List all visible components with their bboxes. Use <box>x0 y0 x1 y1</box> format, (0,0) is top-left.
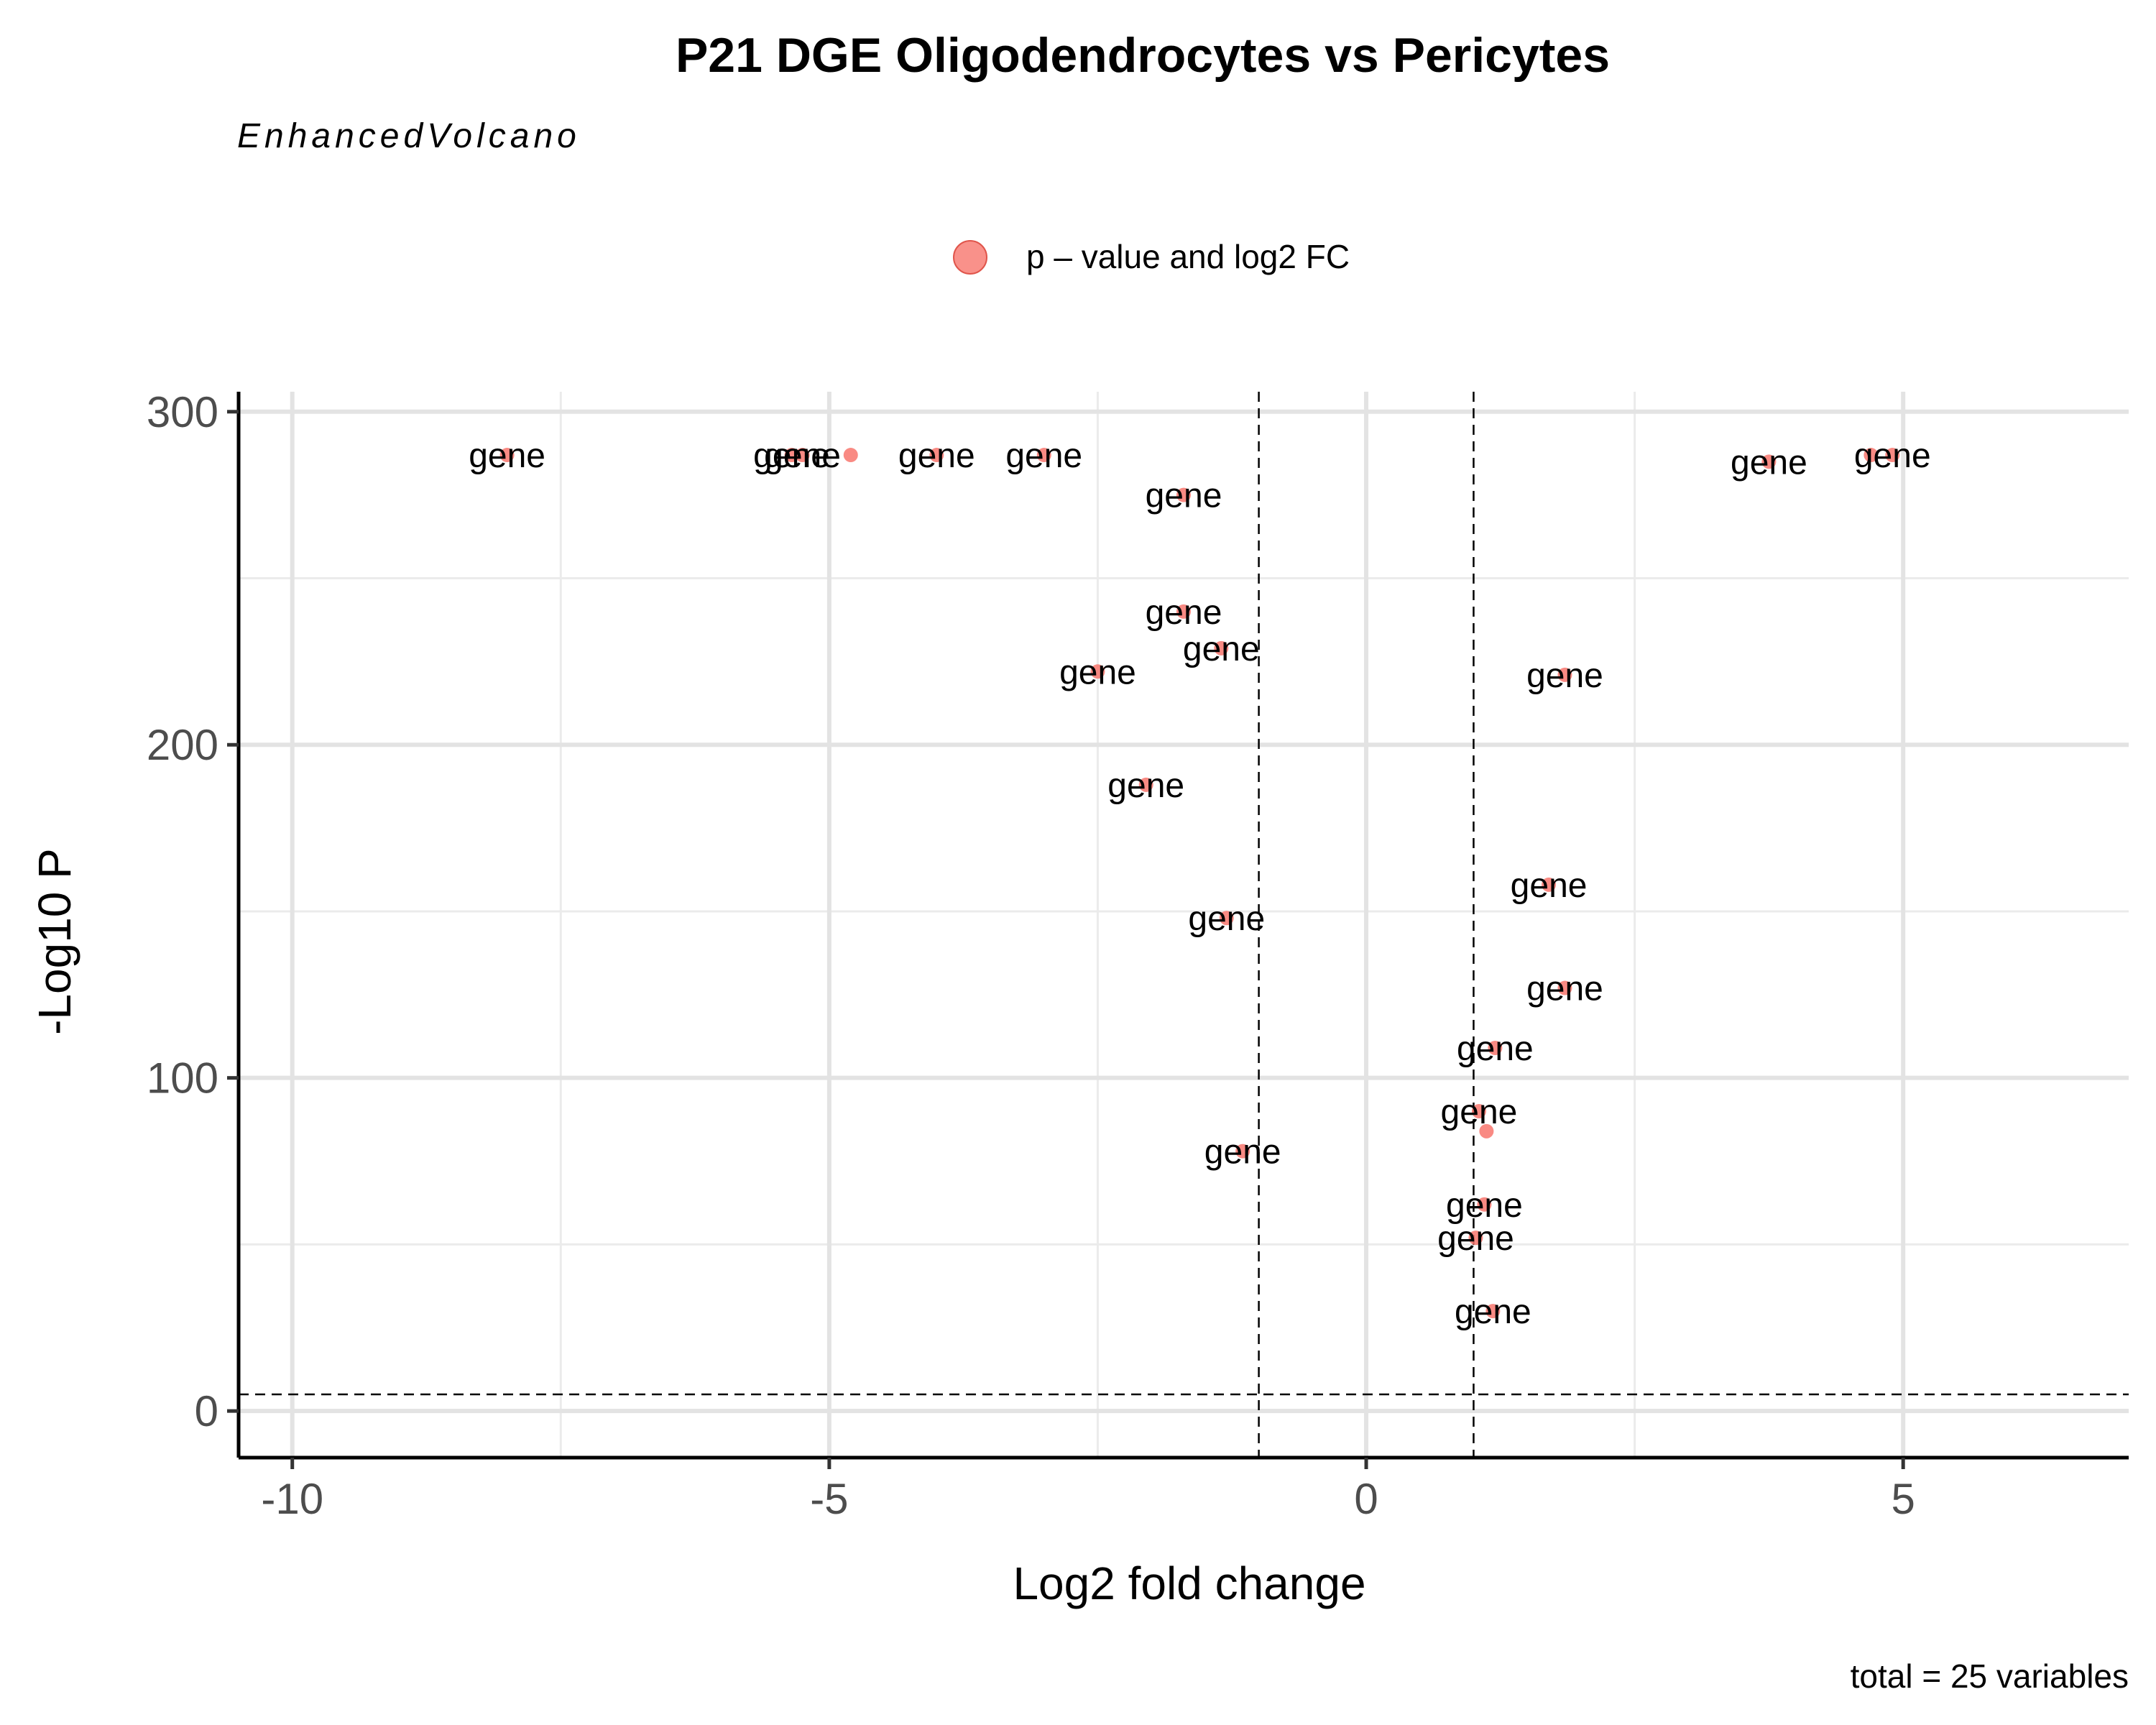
gene-label: gene <box>1455 1293 1531 1331</box>
gene-label: gene <box>1526 970 1603 1008</box>
data-point <box>1235 1144 1250 1159</box>
x-tick-label: 0 <box>1354 1475 1378 1523</box>
data-point <box>1542 877 1557 892</box>
data-point <box>1138 777 1153 792</box>
legend-swatch <box>953 240 987 275</box>
x-tick-label: 5 <box>1892 1475 1915 1523</box>
gene-label: gene <box>753 437 830 475</box>
caption: total = 25 variables <box>1851 1657 2129 1695</box>
data-point <box>1485 1304 1501 1319</box>
data-point <box>1479 1123 1494 1138</box>
gene-label: gene <box>1511 867 1588 905</box>
gene-label: gene <box>764 437 841 475</box>
y-axis-title: -Log10 P <box>29 848 80 1035</box>
data-point <box>1557 667 1572 682</box>
gene-label: gene <box>1441 1093 1518 1131</box>
data-point <box>1176 487 1191 502</box>
gene-label: gene <box>1731 443 1807 482</box>
y-tick-label: 200 <box>147 721 218 769</box>
gene-label: gene <box>1446 1187 1523 1225</box>
gene-label: gene <box>898 437 975 475</box>
cutoff-lines <box>239 392 2129 1458</box>
gene-label: gene <box>1188 900 1265 938</box>
data-point <box>1176 604 1191 619</box>
grid-lines <box>239 392 2129 1458</box>
data-point <box>843 448 858 463</box>
y-tick-label: 300 <box>147 388 218 436</box>
data-point <box>499 448 515 463</box>
data-point <box>1761 454 1777 469</box>
data-point <box>1036 448 1051 463</box>
data-point <box>784 448 799 463</box>
data-point <box>1471 1104 1486 1119</box>
data-point <box>1090 664 1105 679</box>
legend: p – value and log2 FC <box>953 238 1350 275</box>
gene-label: gene <box>1526 657 1603 695</box>
gene-label: gene <box>1107 767 1184 805</box>
gene-label: gene <box>1146 594 1222 632</box>
gene-label: gene <box>1204 1133 1281 1172</box>
data-point <box>795 448 810 463</box>
y-tick-label: 0 <box>195 1387 218 1435</box>
x-tick-label: -10 <box>261 1475 323 1523</box>
y-tick-label: 100 <box>147 1054 218 1103</box>
gene-label: gene <box>1854 437 1931 475</box>
gene-label: gene <box>1183 630 1260 668</box>
data-point <box>1477 1197 1492 1212</box>
data-point <box>1468 1230 1483 1246</box>
data-point <box>1885 448 1900 463</box>
data-points <box>499 448 1900 1319</box>
chart-subtitle: EnhancedVolcano <box>237 117 581 155</box>
gene-label: gene <box>1457 1030 1534 1068</box>
data-point <box>1219 911 1234 926</box>
data-point <box>929 448 944 463</box>
data-point <box>1214 640 1229 656</box>
gene-label: gene <box>1059 653 1136 691</box>
legend-label: p – value and log2 FC <box>1026 238 1350 275</box>
x-axis-title: Log2 fold change <box>1013 1558 1365 1609</box>
data-point <box>1488 1040 1503 1055</box>
gene-label: gene <box>1146 477 1222 515</box>
gene-label: gene <box>469 437 545 475</box>
gene-label: gene <box>1005 437 1082 475</box>
x-tick-label: -5 <box>810 1475 848 1523</box>
data-point <box>1557 980 1572 995</box>
gene-label: gene <box>1437 1220 1514 1258</box>
chart-title: P21 DGE Oligodendrocytes vs Pericytes <box>676 28 1610 83</box>
data-point <box>1864 448 1879 463</box>
